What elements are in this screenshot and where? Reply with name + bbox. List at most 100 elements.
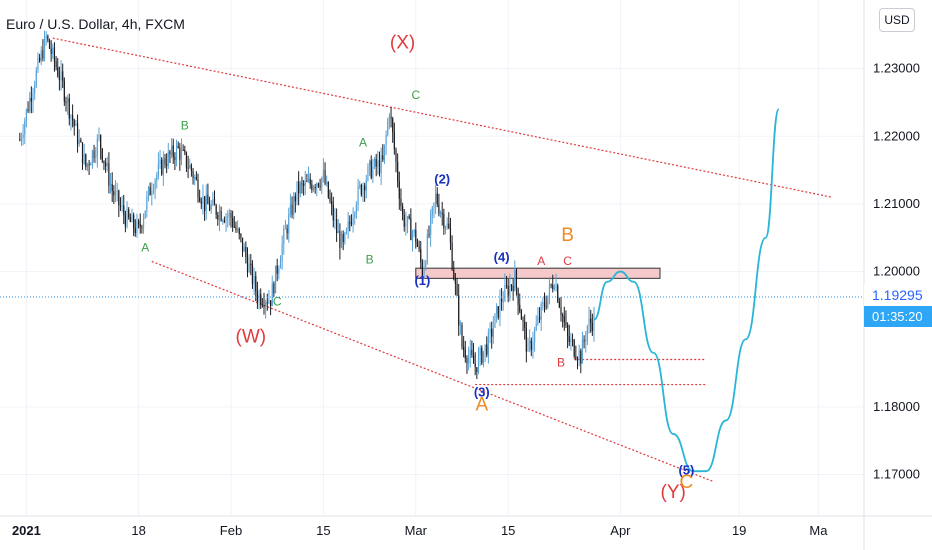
candle-body (194, 177, 196, 179)
candle-body (398, 181, 400, 199)
candle-body (487, 332, 489, 355)
candle-body (520, 311, 522, 320)
candle-body (200, 201, 202, 204)
wave-label: B (561, 225, 574, 246)
candle-body (62, 71, 64, 82)
time-axis[interactable]: 2021 18 Feb 15 Mar 15 Apr 19 Ma (12, 523, 828, 538)
candle-body (354, 213, 356, 218)
candle-body (550, 284, 552, 286)
candle-body (489, 328, 491, 333)
chart-title: Euro / U.S. Dollar, 4h, FXCM (6, 16, 185, 32)
wave-label: A (359, 135, 367, 149)
candle-body (111, 184, 113, 192)
candle-body (319, 185, 321, 187)
projection-path (593, 108, 780, 473)
candle-body (306, 181, 308, 183)
candle-body (52, 47, 54, 54)
candle-body (491, 328, 493, 337)
candle-body (199, 197, 201, 202)
candle-body (195, 177, 197, 180)
candle-body (342, 233, 344, 243)
candle-body (80, 139, 82, 143)
candle-body (294, 196, 296, 202)
candle-body (486, 344, 488, 355)
candle-body (86, 163, 89, 167)
candle-body (20, 138, 23, 140)
candle-body (576, 358, 579, 360)
candle-body (58, 76, 60, 81)
candle-body (243, 246, 245, 252)
price-tick-label: 1.20000 (873, 264, 920, 279)
candle-body (47, 36, 49, 40)
candle-body (365, 179, 367, 191)
candle-body (258, 293, 260, 302)
price-tick-label: 1.18000 (873, 399, 920, 414)
candle-body (420, 249, 422, 263)
candle-body (448, 223, 450, 229)
candle-body (578, 350, 580, 360)
candle-body (138, 221, 140, 225)
candle-body (387, 121, 389, 135)
candle-body (469, 349, 471, 357)
wave-label: B (557, 355, 565, 369)
price-tick-label: 1.21000 (873, 196, 920, 211)
candle-body (187, 167, 189, 169)
candle-body (152, 190, 155, 192)
candle-body (279, 261, 282, 269)
price-tick-label: 1.23000 (873, 61, 920, 76)
candle-body (402, 205, 404, 215)
candle-body (336, 219, 338, 234)
candle-body (75, 123, 77, 126)
candle-body (32, 93, 34, 102)
candle-body (479, 348, 481, 355)
candle-body (347, 221, 349, 230)
candle-body (481, 348, 483, 364)
wave-label: (4) (494, 249, 510, 264)
candle-body (263, 304, 265, 308)
candle-body (192, 170, 194, 179)
candle-body (433, 202, 435, 208)
time-tick-label: 15 (501, 523, 515, 538)
candle-body (204, 196, 206, 211)
currency-button[interactable]: USD (879, 8, 915, 32)
candle-body (397, 161, 399, 182)
candle-body (289, 204, 291, 215)
candle-body (298, 181, 300, 194)
candle-body (96, 138, 98, 157)
price-axis[interactable]: 1.23000 1.22000 1.21000 1.20000 1.18000 1.170… (873, 61, 920, 482)
wave-label: C (273, 294, 282, 308)
candle-body (288, 214, 290, 234)
candle-body (562, 315, 564, 317)
candle-body (357, 185, 359, 205)
candle-body (527, 343, 529, 352)
candle-body (393, 132, 395, 150)
candle-body (271, 283, 273, 307)
candle-body (436, 193, 438, 205)
candle-body (76, 123, 79, 145)
wave-label: B (181, 118, 189, 132)
candle-body (311, 184, 313, 190)
candle-body (304, 181, 306, 186)
candle-body (73, 120, 75, 126)
candle-body (83, 154, 85, 164)
candle-body (147, 187, 150, 197)
candle-body (410, 217, 412, 240)
candle-body (534, 329, 536, 343)
candle-body (507, 286, 509, 296)
candle-body (55, 61, 57, 68)
candle-body (321, 177, 323, 187)
candle-body (218, 210, 221, 220)
candle-body (217, 215, 219, 220)
candle-body (446, 223, 448, 228)
candle-body (171, 145, 173, 155)
candle-body (558, 301, 560, 308)
candle-body (106, 163, 108, 167)
wave-label: (5) (678, 463, 694, 478)
candle-body (131, 214, 133, 222)
support-lines (475, 358, 707, 386)
wave-label: B (366, 252, 374, 266)
candle-body (134, 228, 136, 234)
candle-body (286, 228, 288, 234)
candle-body (301, 183, 303, 185)
